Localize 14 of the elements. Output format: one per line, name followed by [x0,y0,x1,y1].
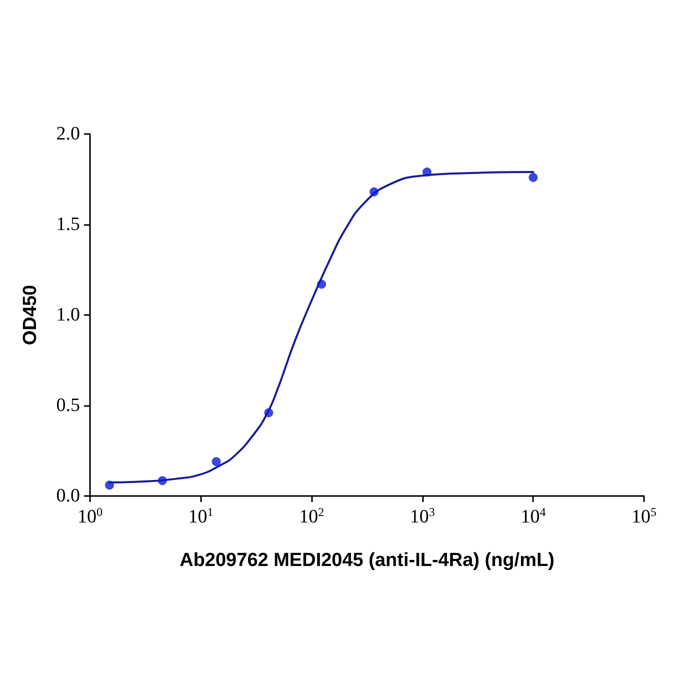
y-axis-title: OD450 [20,284,41,346]
y-tick-label: 0.5 [56,395,80,416]
point [264,408,274,418]
y-tick-label: 2.0 [56,124,80,144]
point [105,480,114,490]
point [370,187,379,196]
point [158,476,167,486]
y-tick-label: 0.0 [56,486,80,506]
x-axis-title: Ab209762 MEDI2045 (anti-IL-4Ra) (ng/mL) [180,550,554,571]
y-tick-label: 1.0 [56,304,80,326]
point [317,280,326,289]
point [212,457,221,466]
point [422,168,432,177]
y-tick-label: 1.5 [56,214,80,235]
